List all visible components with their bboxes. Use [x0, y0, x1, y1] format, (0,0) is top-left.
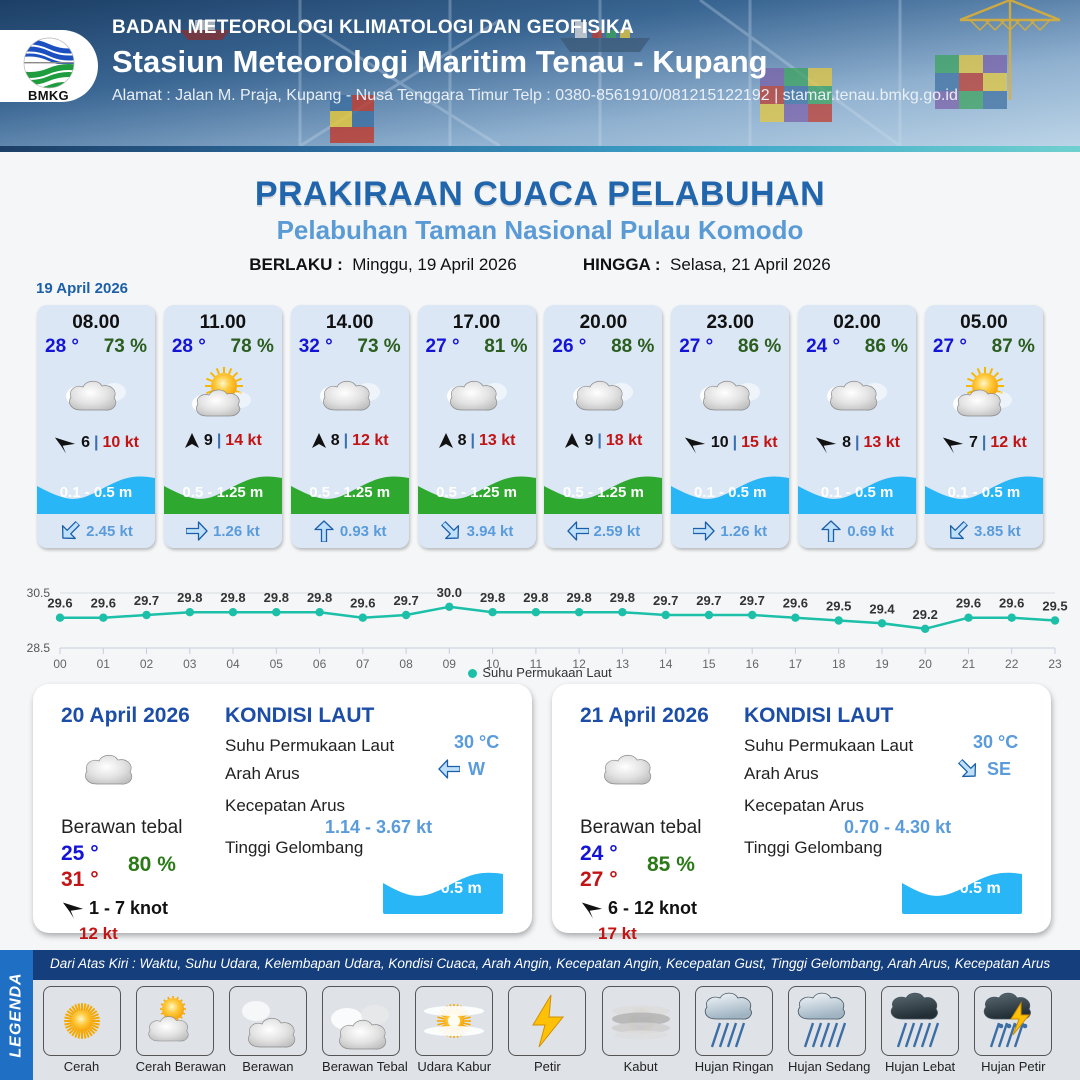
- svg-text:29.7: 29.7: [740, 593, 765, 608]
- svg-text:29.7: 29.7: [134, 593, 159, 608]
- svg-text:29.2: 29.2: [913, 607, 938, 622]
- svg-text:29.6: 29.6: [999, 596, 1024, 611]
- svg-text:29.8: 29.8: [610, 590, 635, 605]
- svg-text:29.6: 29.6: [47, 596, 72, 611]
- svg-text:29.7: 29.7: [696, 593, 721, 608]
- svg-text:29.8: 29.8: [220, 590, 245, 605]
- svg-text:29.4: 29.4: [869, 601, 895, 616]
- svg-text:29.7: 29.7: [653, 593, 678, 608]
- svg-text:29.6: 29.6: [350, 596, 375, 611]
- svg-text:29.5: 29.5: [1042, 599, 1067, 614]
- svg-text:29.7: 29.7: [393, 593, 418, 608]
- svg-text:29.8: 29.8: [523, 590, 548, 605]
- svg-text:29.8: 29.8: [177, 590, 202, 605]
- svg-text:29.8: 29.8: [480, 590, 505, 605]
- svg-text:29.8: 29.8: [566, 590, 591, 605]
- svg-text:29.6: 29.6: [956, 596, 981, 611]
- svg-text:29.6: 29.6: [783, 596, 808, 611]
- svg-text:29.8: 29.8: [307, 590, 332, 605]
- svg-text:30.0: 30.0: [437, 585, 462, 600]
- svg-text:29.5: 29.5: [826, 599, 851, 614]
- svg-text:29.6: 29.6: [91, 596, 116, 611]
- svg-text:28.5: 28.5: [27, 641, 51, 655]
- svg-text:29.8: 29.8: [264, 590, 289, 605]
